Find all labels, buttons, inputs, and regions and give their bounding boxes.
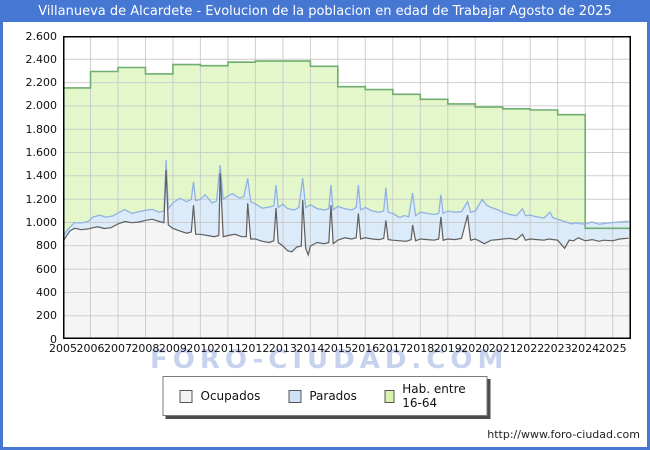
legend-label: Hab. entre 16-64 xyxy=(402,382,466,410)
source-url: http://www.foro-ciudad.com xyxy=(487,428,640,441)
population-area-chart xyxy=(62,36,631,339)
x-tick-label: 2023 xyxy=(543,342,572,355)
legend-label: Parados xyxy=(309,389,357,403)
line-hab-16-64 xyxy=(63,60,631,230)
y-tick-label: 1.600 xyxy=(25,146,58,160)
y-tick-label: 2.600 xyxy=(25,29,58,43)
plot-frame xyxy=(63,36,631,339)
x-tick-label: 2013 xyxy=(268,342,297,355)
x-tick-label: 2009 xyxy=(158,342,187,355)
x-tick-label: 2010 xyxy=(186,342,215,355)
x-tick-label: 2019 xyxy=(433,342,462,355)
x-tick-label: 2018 xyxy=(406,342,435,355)
area-ocupados xyxy=(63,170,629,339)
chart-legend: Ocupados Parados Hab. entre 16-64 xyxy=(162,376,488,416)
y-tick-label: 2.000 xyxy=(25,99,58,113)
watermark-text: FORO-CIUDAD.COM xyxy=(150,345,509,375)
y-tick-label: 2.200 xyxy=(25,76,58,90)
y-tick-label: 1.000 xyxy=(25,215,58,229)
page-border-right xyxy=(647,22,650,450)
x-tick-label: 2014 xyxy=(296,342,325,355)
x-tick-label: 2005 xyxy=(49,342,77,355)
y-tick-label: 400 xyxy=(36,285,57,299)
x-tick-label: 2011 xyxy=(213,342,242,355)
x-tick-label: 2007 xyxy=(103,342,132,355)
plot-area xyxy=(62,36,631,339)
x-tick-label: 2008 xyxy=(131,342,160,355)
x-tick-label: 2006 xyxy=(76,342,105,355)
y-tick-label: 600 xyxy=(36,262,57,276)
y-tick-label: 200 xyxy=(36,309,57,323)
line-ocupados xyxy=(62,169,629,257)
y-tick-label: 800 xyxy=(36,239,57,253)
x-tick-label: 2025 xyxy=(598,342,627,355)
legend-item: Ocupados xyxy=(179,389,261,403)
x-tick-label: 2015 xyxy=(323,342,352,355)
legend-swatch-icon xyxy=(179,389,193,403)
legend-item: Parados xyxy=(288,389,357,403)
chart-title-bar: Villanueva de Alcardete - Evolucion de l… xyxy=(0,0,650,22)
y-tick-label: 2.400 xyxy=(25,52,58,66)
x-tick-label: 2016 xyxy=(351,342,380,355)
page-title: Villanueva de Alcardete - Evolucion de l… xyxy=(38,3,612,19)
page-border-left xyxy=(0,22,3,450)
x-tick-label: 2022 xyxy=(516,342,545,355)
y-tick-label: 1.200 xyxy=(25,192,58,206)
page-border-bottom xyxy=(0,447,650,450)
y-tick-label: 0 xyxy=(50,332,57,346)
legend-label: Ocupados xyxy=(200,389,261,403)
x-tick-label: 2012 xyxy=(241,342,270,355)
legend-swatch-icon xyxy=(288,389,302,403)
y-tick-label: 1.400 xyxy=(25,169,58,183)
legend-item: Hab. entre 16-64 xyxy=(384,382,471,410)
x-tick-label: 2021 xyxy=(488,342,517,355)
x-tick-label: 2020 xyxy=(461,342,490,355)
line-parados xyxy=(62,159,629,237)
legend-swatch-icon xyxy=(384,389,395,403)
x-tick-label: 2024 xyxy=(571,342,600,355)
y-tick-label: 1.800 xyxy=(25,122,58,136)
x-tick-label: 2017 xyxy=(378,342,407,355)
